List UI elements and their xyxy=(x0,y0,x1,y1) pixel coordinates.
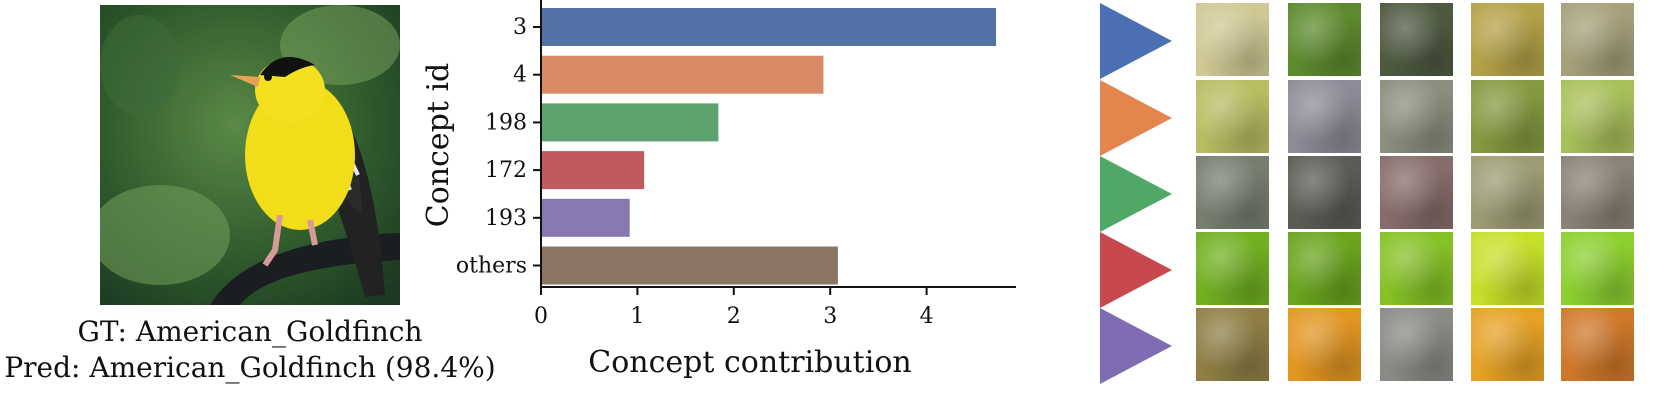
y-tick-label: others xyxy=(456,254,527,279)
concept-patch xyxy=(1196,156,1269,229)
concept-triangle-4 xyxy=(1100,80,1175,156)
bars xyxy=(541,8,997,285)
concept-patch xyxy=(1561,232,1634,305)
concept-triangle-3 xyxy=(1100,3,1175,79)
concept-patch xyxy=(1471,308,1544,381)
concept-triangle-193 xyxy=(1100,308,1175,384)
concept-patch xyxy=(1288,308,1361,381)
y-tick-label: 198 xyxy=(485,110,527,135)
concept-patch xyxy=(1471,232,1544,305)
concept-patch xyxy=(1561,3,1634,76)
y-tick-label: 193 xyxy=(485,206,527,231)
bar-others xyxy=(541,246,838,285)
x-axis-ticks: 0 1 2 3 4 xyxy=(534,287,934,329)
bar-172 xyxy=(541,151,645,190)
ground-truth-caption: GT: American_Goldfinch xyxy=(77,315,423,348)
concept-patch xyxy=(1288,232,1361,305)
concept-patch xyxy=(1561,80,1634,153)
bar-193 xyxy=(541,198,630,237)
concept-patch xyxy=(1288,80,1361,153)
concept-patch xyxy=(1196,80,1269,153)
x-tick-label: 2 xyxy=(727,304,741,329)
y-axis-ticks: 3 4 198 172 193 others xyxy=(456,15,541,279)
concept-patch xyxy=(1196,232,1269,305)
input-bird-image xyxy=(100,5,400,305)
x-tick-label: 4 xyxy=(920,304,934,329)
concept-triangle-198 xyxy=(1100,156,1175,232)
concept-contribution-chart: 3 4 198 172 193 others 0 1 2 3 4 Concept contribu… xyxy=(421,0,1016,380)
concept-patch xyxy=(1380,308,1453,381)
concept-triangle-172 xyxy=(1100,232,1175,308)
concept-patch xyxy=(1196,308,1269,381)
concept-patch xyxy=(1380,232,1453,305)
concept-patch xyxy=(1561,156,1634,229)
bar-3 xyxy=(541,8,997,46)
concept-patch xyxy=(1471,80,1544,153)
concept-patch xyxy=(1561,308,1634,381)
y-tick-label: 3 xyxy=(513,15,527,40)
y-tick-label: 172 xyxy=(485,158,527,183)
concept-patch xyxy=(1380,80,1453,153)
prediction-caption: Pred: American_Goldfinch (98.4%) xyxy=(4,351,496,384)
concept-patch xyxy=(1380,3,1453,76)
bar-198 xyxy=(541,103,719,142)
concept-patch xyxy=(1471,3,1544,76)
y-axis-title: Concept id xyxy=(421,63,456,228)
concept-patch xyxy=(1288,3,1361,76)
concept-patch xyxy=(1380,156,1453,229)
bar-4 xyxy=(541,55,824,94)
x-tick-label: 0 xyxy=(534,304,548,329)
x-tick-label: 1 xyxy=(630,304,644,329)
x-tick-label: 3 xyxy=(823,304,837,329)
concept-patch xyxy=(1288,156,1361,229)
x-axis-title: Concept contribution xyxy=(588,345,911,380)
concept-patch xyxy=(1471,156,1544,229)
concept-patch xyxy=(1196,3,1269,76)
y-tick-label: 4 xyxy=(513,63,527,88)
